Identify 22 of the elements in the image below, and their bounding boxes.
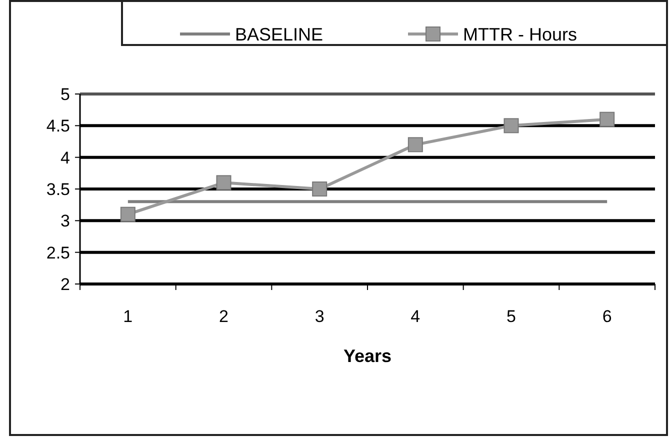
x-axis-title: Years [343,346,392,366]
y-tick-label: 3.5 [46,180,70,199]
x-tick-label: 1 [123,307,133,326]
legend-label: BASELINE [235,24,324,44]
y-tick-label: 3 [60,212,70,231]
x-tick-label: 5 [506,307,516,326]
x-tick-label: 3 [314,307,324,326]
y-tick-label: 2 [60,274,70,294]
point [408,137,423,152]
point [120,206,136,222]
y-tick-label: 2.5 [46,243,70,262]
x-tick-label: 4 [410,307,420,326]
x-tick-label: 6 [602,307,612,326]
point [312,182,328,196]
point [504,118,519,134]
legend-label: MTTR - Hours [463,24,577,44]
point [600,112,615,127]
x-tick-label: 2 [219,307,228,326]
y-tick-label: 4 [60,148,70,168]
y-tick-label: 5 [60,84,70,104]
y-tick-label: 4.5 [46,116,70,136]
point [216,175,232,190]
